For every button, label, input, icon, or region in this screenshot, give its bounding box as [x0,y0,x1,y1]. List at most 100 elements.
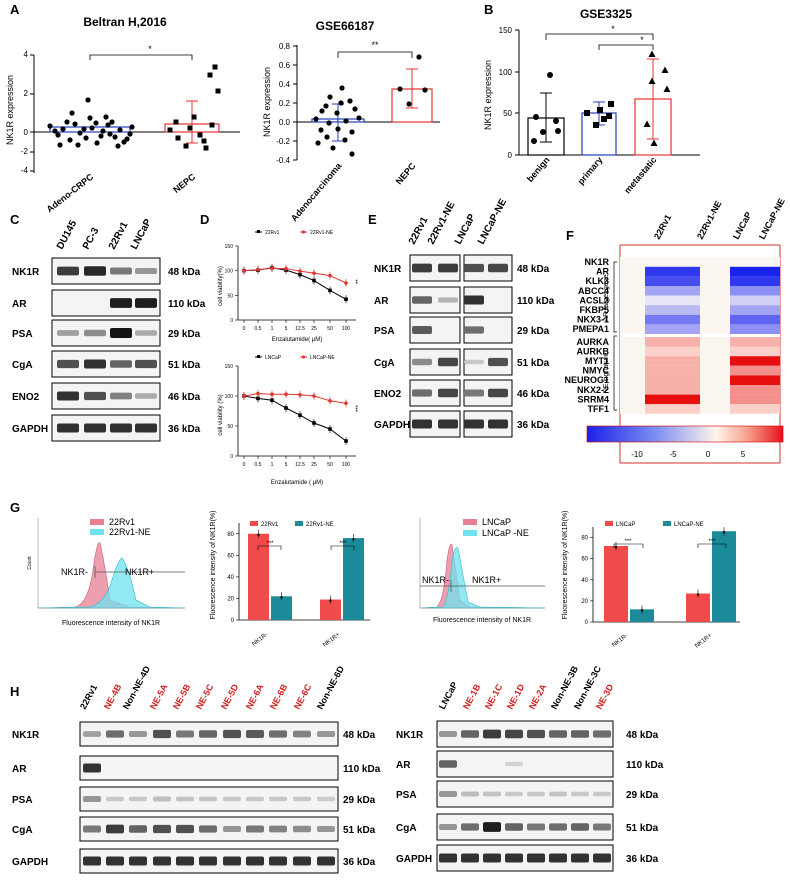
chart-d-top-point [312,278,316,283]
heatmap-f-cell [730,404,780,414]
blot-h-left-band [293,796,311,802]
blot-h-left-band [83,825,101,833]
blot-h-left-band [176,796,194,802]
blot-c-kda: 51 kDa [168,360,201,371]
chart-a1-point [173,119,179,125]
blot-h-right-band [505,791,523,797]
chart-a1-ytick: 0 [24,128,29,137]
blot-h-left-band [223,729,241,739]
heatmap-f-cell [730,324,780,334]
heatmap-f-cell [730,257,780,267]
heatmap-f-cell [730,385,780,395]
chart-d-bottom-xtick: 1 [271,462,274,468]
heatmap-f-cell [620,394,645,405]
chart-d-bottom-series-line [243,395,347,442]
chart-b-point [584,110,590,116]
chart-a2-ytick: -0.4 [276,156,290,165]
blot-c-row-label: NK1R [12,267,40,278]
blot-e-kda: 29 kDa [517,326,550,337]
blot-h-right-band [549,853,567,863]
bar-g1-bar [320,599,341,620]
chart-b-xcat: metastatic [622,155,658,196]
bar-g1-xcat: NK1R+ [322,632,341,649]
blot-h-right-row-label: NK1R [396,730,424,741]
blot-e-band [412,419,432,429]
chart-a1-point [117,127,123,133]
heatmap-f-cell [620,365,645,376]
bar-g2-ytick: 80 [581,536,588,542]
blot-e-band [412,326,432,334]
blot-h-left-lane: NE-6C [292,682,314,711]
bar-g1-bar [248,533,269,620]
blot-h-right-band [527,853,545,863]
blot-h-left-band [223,856,241,866]
chart-d-top-ytick: 150 [225,244,234,250]
chart-a2-point [347,98,353,104]
blot-h-right-band [439,760,457,768]
panel-label-a: A [10,2,20,17]
blot-h-left-lane: Non-NE-6D [315,664,346,711]
chart-a1-title: Beltran H,2016 [83,15,167,29]
chart-d-top-point [344,297,348,302]
chart-a1-point [183,143,189,149]
chart-d-bottom-xtick: 5 [285,462,288,468]
blot-h-right-band [483,853,501,863]
heatmap-f-group: AR target gene [603,274,610,321]
heatmap-f: 22Rv1 22Rv1-NE LNCaP LNCaP-NE NK1RARKLK3ABC… [564,196,787,464]
bar-g2-point [614,545,618,549]
blot-c-band [135,267,157,275]
bar-g2-bar [712,531,736,622]
chart-d-top-ytick: 0 [230,318,233,324]
blot-h-left-band [246,825,264,833]
chart-a1-point [64,119,70,125]
blot-h-right-band [505,853,523,863]
chart-a1-point [129,124,135,130]
chart-a2-point [334,110,340,116]
blot-c-row-label: GAPDH [12,424,48,435]
bar-g1-point [280,596,283,599]
chart-d-top-ytick: 50 [227,293,233,299]
blot-h-right-kda: 51 kDa [626,823,659,834]
blot-c-band [84,359,106,369]
blot-c-band [135,423,157,433]
heatmap-f-cell [645,266,700,277]
chart-a2-xcat: NEPC [394,160,418,186]
blot-h-left-kda: 51 kDa [343,825,376,836]
chart-d-top-point [298,269,302,273]
chart-d-top-point [270,266,274,271]
blot-c-band [57,359,79,369]
blot-h-right-lane: NE-3D [594,682,616,711]
blot-h-right-row-label: PSA [396,790,417,801]
blot-h-left-kda: 48 kDa [343,730,376,741]
blot-c-kda: 29 kDa [168,329,201,340]
blot-e-band [488,263,508,273]
blot-h-right-band [483,729,501,739]
blot-e-band [464,263,484,273]
heatmap-f-gene: AURKB [577,346,610,356]
blot-h-left-band [199,856,217,866]
chart-a2-title: GSE66187 [316,19,375,33]
bar-g1-bar [343,538,364,620]
bar-g1-sig: *** [339,541,347,547]
blot-h-left-band [106,856,124,866]
histogram-g2-xlabel: Fluorescence intensity of NK1R [433,617,531,624]
chart-d-top-xtick: 25 [311,326,317,332]
bar-g2-xcat: NK1R- [611,633,629,649]
chart-b-point [650,139,658,146]
blot-h-left-band [269,856,287,866]
chart-a2-point [406,101,412,107]
chart-a1-point [167,127,173,133]
chart-a1-point [47,123,53,129]
blot-h-left-lane: 22Rv1 [78,683,99,711]
heatmap-f-cell [620,404,645,414]
heatmap-f-cell [620,295,645,306]
blot-h-right-band [593,730,611,738]
blot-h-right-band [439,730,457,738]
heatmap-f-cell [700,324,730,334]
blot-h-left-kda: 29 kDa [343,795,376,806]
chart-d-top-xtick: 1 [271,326,274,332]
chart-b-point [606,113,612,119]
heatmap-f-cell [700,257,730,267]
chart-d-bottom-legend: LNCaP-NE [310,355,335,361]
heatmap-f-cbtick: 0 [706,450,711,459]
